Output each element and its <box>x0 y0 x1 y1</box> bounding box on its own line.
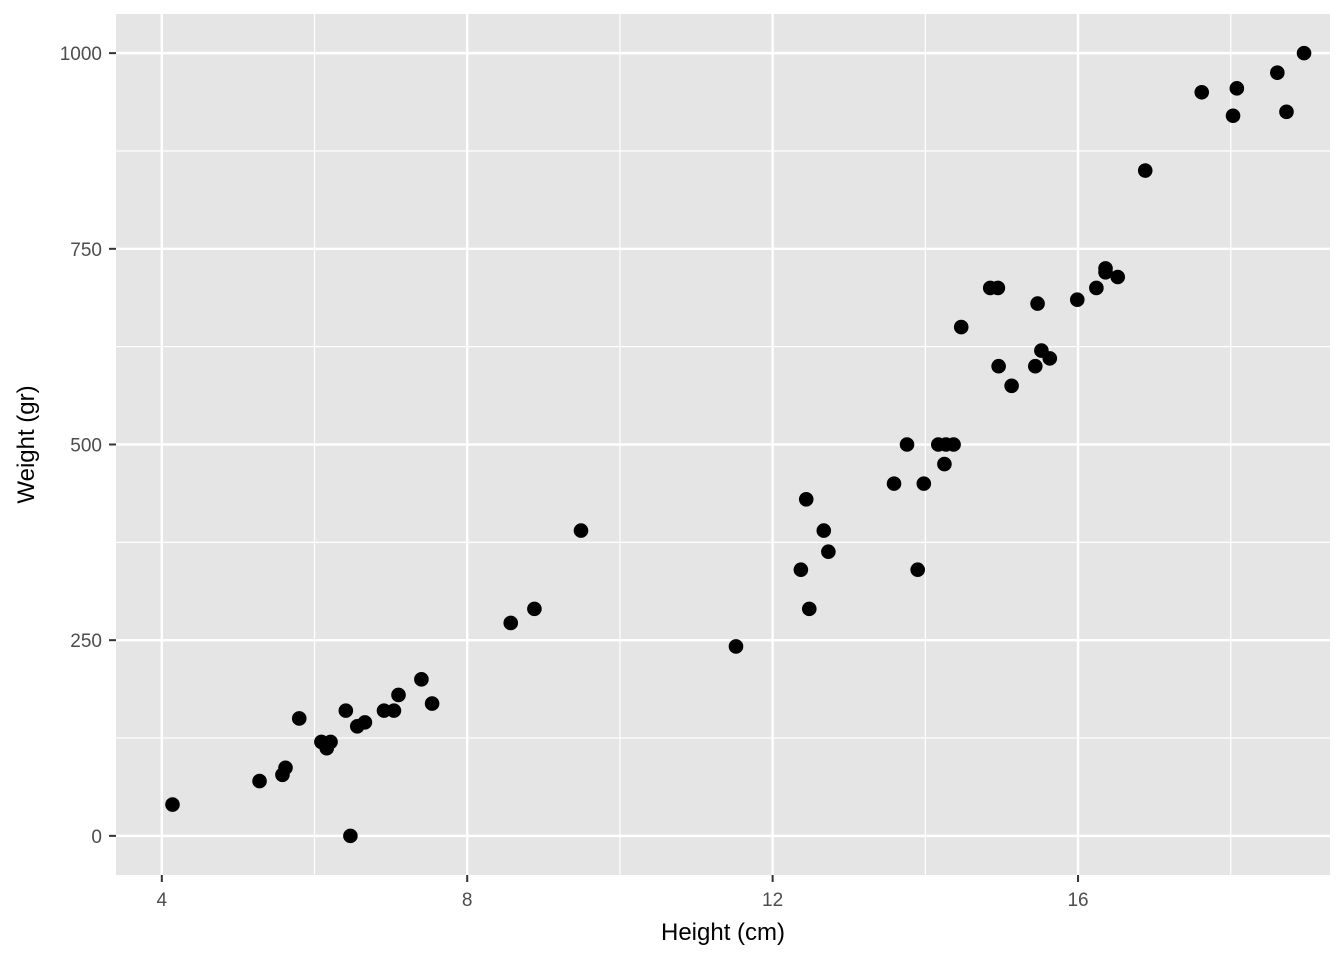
data-point <box>1270 65 1285 81</box>
y-axis: 0 250 500 750 1000 <box>60 44 116 848</box>
data-point <box>1069 292 1085 307</box>
data-point <box>946 437 961 452</box>
data-point <box>990 280 1006 296</box>
data-point <box>1042 351 1058 366</box>
x-tick-label: 16 <box>1067 890 1088 911</box>
data-point <box>916 476 932 491</box>
data-point <box>1089 280 1104 296</box>
y-tick-label: 750 <box>70 240 102 261</box>
data-point <box>816 523 832 538</box>
data-point <box>414 672 429 687</box>
data-point <box>357 715 373 730</box>
data-point <box>291 711 307 726</box>
data-point <box>1030 296 1045 311</box>
data-point <box>798 491 814 507</box>
data-points <box>165 45 1312 844</box>
data-point <box>1027 358 1043 374</box>
data-point <box>821 544 836 560</box>
data-point <box>503 615 519 631</box>
data-point <box>728 639 744 654</box>
data-point <box>424 696 440 711</box>
data-point <box>1225 108 1241 124</box>
data-point <box>1296 45 1312 61</box>
data-point <box>1194 84 1210 100</box>
data-point <box>1229 81 1245 96</box>
x-tick-label: 4 <box>157 890 168 911</box>
data-point <box>1098 265 1113 280</box>
data-point <box>386 703 402 718</box>
data-point <box>801 601 817 617</box>
data-point <box>338 703 354 718</box>
x-axis: 4 8 12 16 <box>157 875 1089 911</box>
y-axis-title: Weight (gr) <box>13 385 40 503</box>
data-point <box>391 687 406 703</box>
data-point <box>910 562 925 578</box>
y-tick-label: 1000 <box>60 44 102 65</box>
data-point <box>937 456 952 472</box>
data-point <box>1137 163 1153 178</box>
data-point <box>886 476 902 491</box>
data-point <box>1004 378 1019 394</box>
major-gridlines <box>116 14 1330 875</box>
data-point <box>252 773 267 789</box>
y-tick-label: 0 <box>91 827 102 848</box>
data-point <box>991 358 1006 374</box>
data-point <box>573 523 589 538</box>
data-point <box>1279 104 1294 120</box>
data-point <box>527 601 542 617</box>
data-point <box>343 828 358 844</box>
y-tick-label: 250 <box>70 631 102 652</box>
x-tick-label: 12 <box>762 890 783 911</box>
data-point <box>793 562 809 578</box>
data-point <box>278 760 293 776</box>
x-tick-label: 8 <box>462 890 473 911</box>
data-point <box>899 437 915 452</box>
x-axis-title: Height (cm) <box>661 919 785 946</box>
data-point <box>323 734 338 750</box>
data-point <box>1110 269 1126 285</box>
data-point <box>165 797 180 812</box>
y-tick-label: 500 <box>70 436 102 457</box>
data-point <box>953 319 969 335</box>
